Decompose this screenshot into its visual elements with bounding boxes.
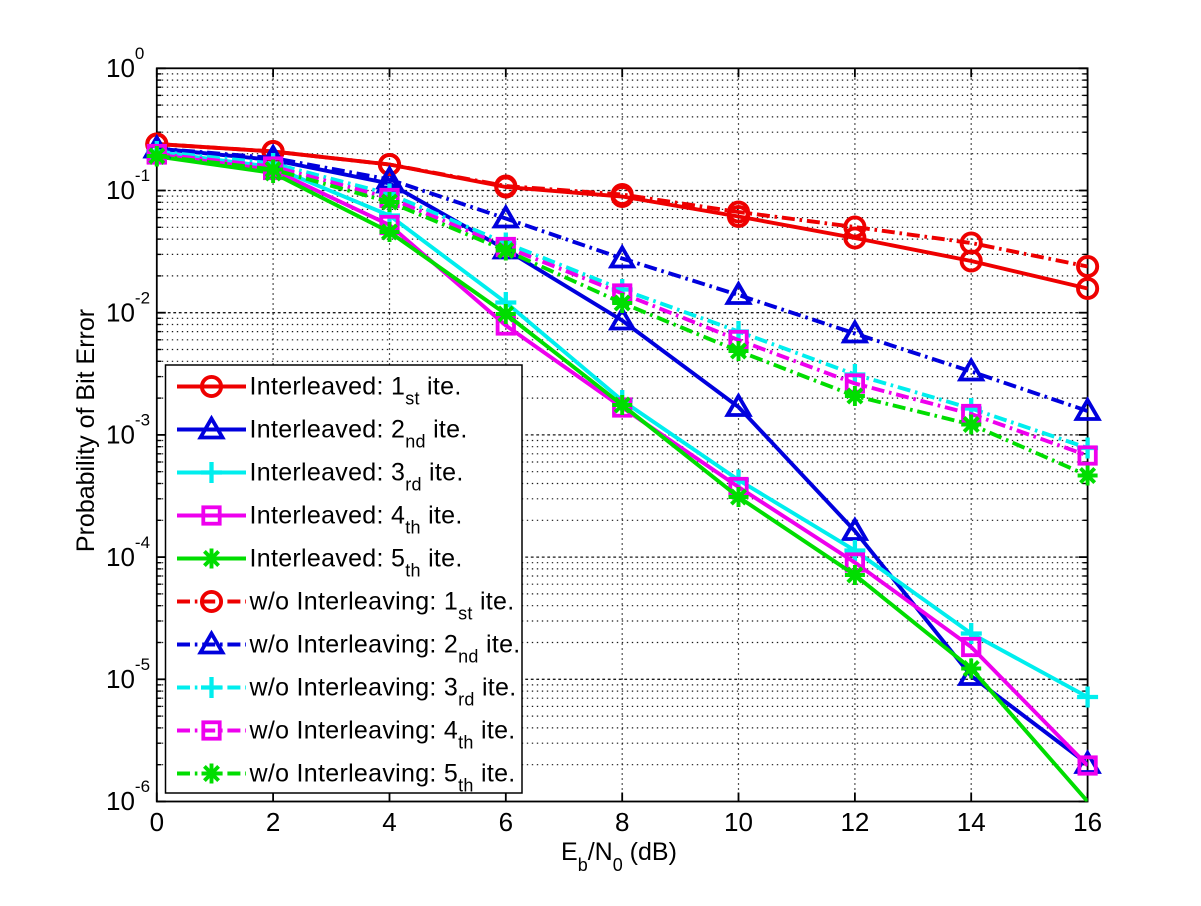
svg-text:0: 0 xyxy=(150,807,164,837)
svg-text:10: 10 xyxy=(724,807,753,837)
svg-text:14: 14 xyxy=(957,807,986,837)
svg-text:8: 8 xyxy=(615,807,629,837)
svg-text:4: 4 xyxy=(382,807,396,837)
svg-text:16: 16 xyxy=(1073,807,1102,837)
svg-text:12: 12 xyxy=(840,807,869,837)
svg-text:2: 2 xyxy=(266,807,280,837)
svg-text:6: 6 xyxy=(499,807,513,837)
svg-text:Probability of Bit Error: Probability of Bit Error xyxy=(72,309,100,552)
